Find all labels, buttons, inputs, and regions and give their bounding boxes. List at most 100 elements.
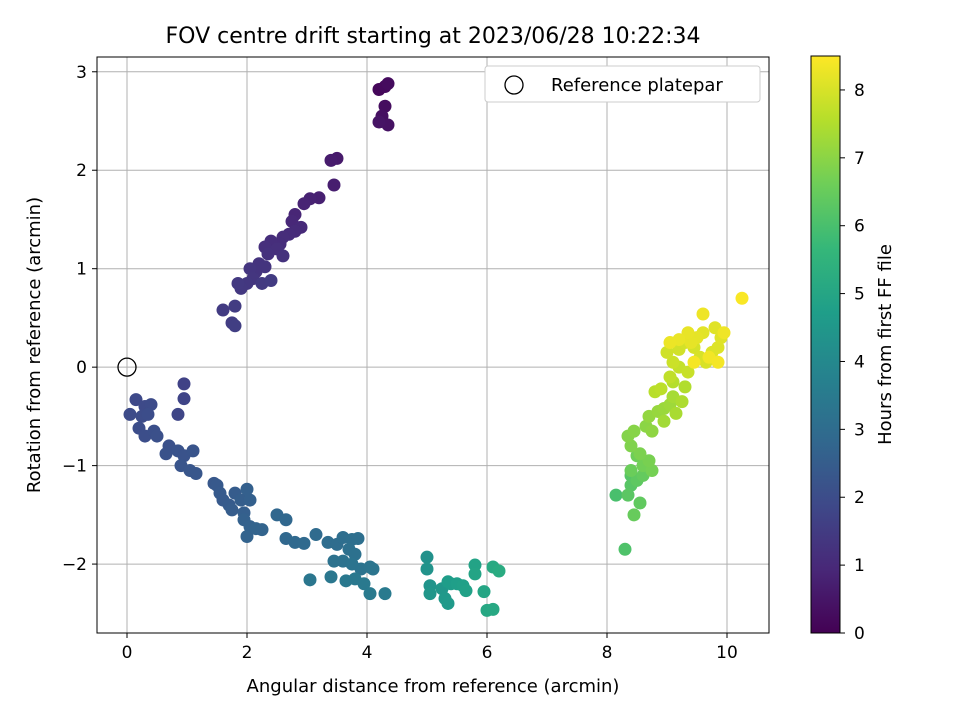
x-tick-label: 8 (602, 643, 613, 663)
colorbar-tick-label: 6 (854, 217, 865, 237)
data-point (123, 407, 137, 421)
data-point (177, 377, 191, 391)
colorbar-tick-label: 8 (854, 81, 865, 101)
colorbar-tick-label: 0 (854, 624, 865, 644)
data-point (264, 274, 278, 288)
data-point (468, 567, 482, 581)
x-tick-label: 10 (716, 643, 738, 663)
colorbar-tick-label: 3 (854, 420, 865, 440)
data-point (663, 370, 677, 384)
data-point (633, 496, 647, 510)
data-point (177, 392, 191, 406)
data-point (303, 573, 317, 587)
data-point (141, 407, 155, 421)
data-point (645, 424, 659, 438)
y-axis-label: Rotation from reference (arcmin) (24, 197, 45, 493)
reference-point-marker (117, 357, 137, 377)
x-tick-label: 4 (362, 643, 373, 663)
data-point (618, 542, 632, 556)
data-point (363, 587, 377, 601)
data-point (297, 197, 311, 211)
legend-entry-label: Reference platepar (551, 75, 723, 96)
colorbar-ticks: 0 1 2 3 4 5 6 7 8 (840, 81, 865, 644)
data-point (378, 99, 392, 113)
data-point (351, 531, 365, 545)
data-point (624, 439, 638, 453)
x-tick-label: 6 (482, 643, 493, 663)
data-point (423, 587, 437, 601)
data-point (486, 602, 500, 616)
colorbar-tick-label: 7 (854, 149, 865, 169)
y-tick-label: 3 (76, 63, 87, 83)
data-point (381, 77, 395, 91)
data-point (654, 382, 668, 396)
data-point (666, 355, 680, 369)
data-point (366, 562, 380, 576)
plot-frame (96, 56, 770, 634)
data-point (420, 550, 434, 564)
colorbar-tick-label: 4 (854, 352, 865, 372)
data-point (624, 464, 638, 478)
data-point (735, 291, 749, 305)
data-point (150, 429, 164, 443)
data-point (225, 503, 239, 517)
y-axis-ticks: −2 −1 0 1 2 3 (62, 63, 97, 575)
data-point (309, 528, 323, 542)
data-point (243, 262, 257, 276)
data-point (297, 536, 311, 550)
data-point (228, 319, 242, 333)
data-point (663, 336, 677, 350)
x-axis-label: Angular distance from reference (arcmin) (247, 676, 620, 697)
data-point (378, 587, 392, 601)
data-point (129, 393, 143, 407)
data-point (276, 249, 290, 263)
data-point (717, 326, 731, 340)
colorbar-tick-label: 5 (854, 285, 865, 305)
data-point (171, 407, 185, 421)
data-point (243, 493, 257, 507)
y-tick-label: 0 (76, 358, 87, 378)
data-point (279, 513, 293, 527)
colorbar: 0 1 2 3 4 5 6 7 8 Hours from first FF file (810, 55, 896, 644)
x-tick-label: 0 (122, 643, 133, 663)
data-point (642, 454, 656, 468)
data-point (348, 547, 362, 561)
data-point (711, 340, 725, 354)
data-point (144, 398, 158, 412)
data-point (687, 355, 701, 369)
data-point (357, 577, 371, 591)
data-point (372, 115, 386, 129)
data-point (681, 326, 695, 340)
data-point (645, 464, 659, 478)
colorbar-label: Hours from first FF file (875, 244, 896, 445)
x-axis-ticks: 0 2 4 6 8 10 (122, 633, 738, 663)
y-tick-label: −1 (62, 457, 87, 477)
legend: Reference platepar (484, 65, 761, 103)
data-point (324, 153, 338, 167)
plot-area (97, 57, 769, 633)
data-point (261, 247, 275, 261)
data-point (240, 482, 254, 496)
data-point (189, 466, 203, 480)
scatter-plot: 0 2 4 6 8 10 −2 −1 0 1 2 3 (62, 56, 770, 663)
data-point (477, 585, 491, 599)
y-tick-label: 2 (76, 161, 87, 181)
data-point (711, 355, 725, 369)
data-point (441, 596, 455, 610)
legend-marker-icon (504, 75, 524, 95)
x-tick-label: 2 (242, 643, 253, 663)
data-point (657, 414, 671, 428)
colorbar-gradient (810, 55, 841, 634)
data-point (231, 276, 245, 290)
data-point (324, 570, 338, 584)
grid-lines (97, 57, 769, 633)
data-point (240, 530, 254, 544)
data-point (327, 178, 341, 192)
y-tick-label: −2 (62, 555, 87, 575)
data-point (420, 562, 434, 576)
data-point (678, 380, 692, 394)
y-tick-label: 1 (76, 260, 87, 280)
colorbar-tick-label: 1 (854, 556, 865, 576)
data-point (696, 307, 710, 321)
